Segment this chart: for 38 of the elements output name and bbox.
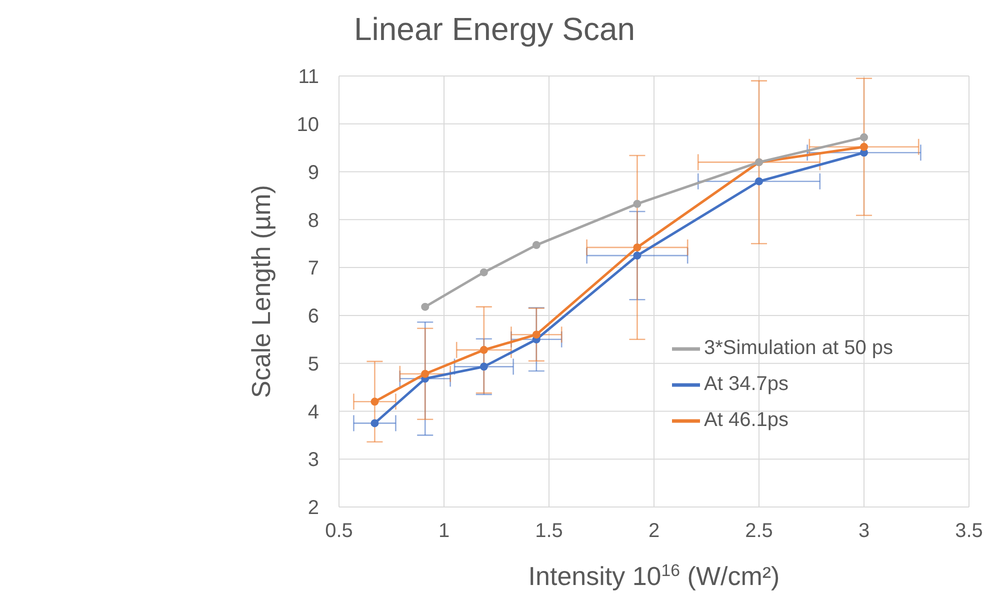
y-tick-label: 4 bbox=[308, 401, 320, 424]
legend-label: 3*Simulation at 50 ps bbox=[704, 337, 894, 359]
y-axis-title: Scale Length (µm) bbox=[246, 185, 276, 398]
y-tick-label: 8 bbox=[308, 210, 320, 232]
x-tick-label: 2.5 bbox=[745, 520, 773, 542]
legend-label: At 46.1ps bbox=[704, 409, 789, 431]
chart-title: Linear Energy Scan bbox=[352, 10, 636, 49]
y-tick-label: 10 bbox=[296, 114, 320, 136]
x-tick-label: 0.5 bbox=[325, 520, 353, 542]
point bbox=[633, 200, 642, 208]
x-axis-title: Intensity 10$^{16}$ (W/cm²) bbox=[528, 560, 780, 591]
y-tick-label: 3 bbox=[308, 449, 320, 472]
point bbox=[480, 362, 488, 371]
legend-label: At 34.7ps bbox=[704, 373, 789, 395]
x-tick-label: 2 bbox=[648, 520, 660, 542]
point bbox=[480, 346, 488, 354]
point bbox=[421, 370, 430, 378]
point bbox=[421, 302, 430, 311]
x-tick-label: 1.5 bbox=[535, 520, 563, 542]
point bbox=[370, 398, 379, 406]
point bbox=[755, 177, 764, 186]
point bbox=[633, 252, 642, 260]
point bbox=[370, 419, 379, 428]
y-tick-label: 11 bbox=[298, 66, 320, 88]
y-tick-label: 2 bbox=[308, 497, 320, 520]
x-tick-label: 3 bbox=[858, 520, 870, 542]
y-tick-label: 6 bbox=[308, 306, 320, 328]
point bbox=[860, 142, 868, 151]
x-tick-label: 1 bbox=[438, 520, 450, 542]
point bbox=[633, 243, 642, 252]
y-tick-label: 9 bbox=[308, 162, 320, 184]
y-tick-label: 7 bbox=[308, 258, 320, 280]
point bbox=[532, 330, 540, 339]
x-tick-label: 3.5 bbox=[955, 520, 983, 542]
point bbox=[532, 241, 540, 250]
point bbox=[480, 268, 488, 276]
y-tick-label: 5 bbox=[308, 353, 320, 376]
point bbox=[860, 133, 868, 142]
